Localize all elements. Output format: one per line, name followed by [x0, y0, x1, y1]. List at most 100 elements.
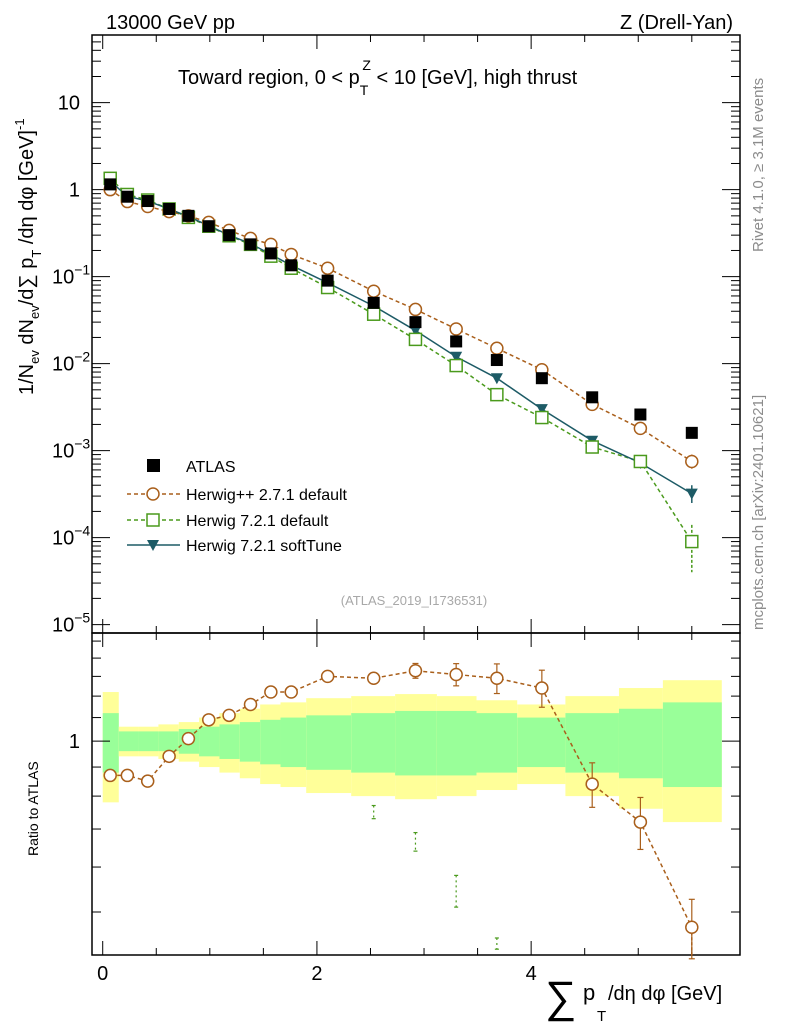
title-superscript: Z: [362, 57, 371, 73]
ratio-hpp-point: [685, 920, 699, 935]
ratio-hpp-point: [201, 713, 216, 727]
y-tick-label: 10: [58, 93, 80, 115]
atlas-point: [490, 354, 503, 367]
y-tick-base: 10: [52, 267, 74, 289]
soft-point: [535, 404, 548, 416]
hpp-point: [320, 261, 335, 275]
ratio-hpp-point: [366, 671, 381, 686]
band-inner-bin: [395, 710, 437, 776]
atlas-point: [202, 220, 215, 233]
ylabel-part-3: /d∑ p: [16, 258, 38, 306]
atlas-point: [104, 178, 117, 191]
ylabel-sub-2: ev: [27, 305, 42, 319]
h721-point: [408, 332, 423, 347]
y-tick-exponent: −1: [74, 262, 90, 278]
atlas-point: [685, 426, 698, 439]
title-subscript: T: [360, 82, 369, 98]
hpp-point: [490, 341, 504, 356]
legend-hpp-label: Herwig++ 2.7.1 default: [186, 487, 348, 504]
band-inner-bin: [102, 713, 119, 773]
soft-point: [490, 373, 503, 385]
ratio-uncertainty-bands: [102, 680, 722, 823]
band-inner-bin: [239, 722, 261, 762]
y-tick-base: 10: [52, 354, 74, 376]
x-label-rest: /dη dφ [GeV]: [608, 983, 722, 1005]
y-tick-exponent: −4: [74, 523, 90, 539]
ratio-hpp-point: [633, 815, 648, 829]
ratio-hpp-point: [535, 681, 549, 695]
y-tick-exponent: −5: [74, 610, 90, 626]
x-axis-label: ∑ p T /dη dφ [GeV]: [545, 973, 722, 1024]
y-tick-label: 10−5: [52, 610, 90, 637]
process-label: Z (Drell-Yan): [620, 12, 733, 34]
ratio-hpp-point: [162, 749, 176, 764]
ratio-hpp-point: [490, 671, 504, 686]
band-inner-bin: [280, 717, 307, 768]
soft-point: [450, 351, 463, 363]
hpp-point: [633, 421, 648, 436]
h721-point: [685, 534, 699, 549]
ylabel-sub-1: ev: [27, 350, 42, 364]
y-tick-exponent: −3: [74, 436, 90, 452]
legend-atlas-label: ATLAS: [186, 459, 236, 476]
y-tick-label: 10−3: [52, 436, 90, 463]
atlas-point: [285, 259, 298, 272]
atlas-point: [409, 316, 422, 329]
ylabel-part-2: dN: [16, 319, 38, 350]
legend-hpp-marker: [146, 487, 160, 501]
atlas-point: [321, 274, 334, 287]
ylabel-part-4: /dη dφ [GeV]: [16, 130, 38, 250]
atlas-point: [163, 202, 176, 215]
ylabel-sup: -1: [12, 118, 27, 130]
ratio-hpp-point: [284, 685, 298, 699]
y-tick-label: 10−1: [52, 262, 90, 289]
x-tick-label: 2: [311, 963, 322, 985]
hpp-point: [284, 247, 298, 262]
y-tick-base: 10: [52, 528, 74, 550]
h721-point: [366, 307, 381, 321]
soft-line: [109, 180, 693, 495]
rivet-label: Rivet 4.1.0, ≥ 3.1M events: [750, 78, 767, 252]
band-inner-bin: [158, 731, 179, 752]
analysis-label: (ATLAS_2019_I1736531): [341, 593, 487, 608]
ratio-hpp-point: [103, 768, 117, 783]
hpp-point: [408, 302, 423, 317]
ratio-plot-frame: [91, 632, 741, 956]
band-inner-bin: [517, 717, 566, 768]
title-rest: < 10 [GeV], high thrust: [371, 67, 578, 89]
band-inner-bin: [662, 702, 722, 788]
h721-point: [490, 387, 504, 402]
atlas-point: [535, 372, 548, 385]
legend-h721-marker: [146, 513, 160, 527]
x-tick-label: 0: [97, 963, 108, 985]
ratio-hpp-point: [120, 768, 135, 783]
soft-point: [409, 325, 422, 337]
y-tick-exponent: −2: [74, 349, 90, 365]
band-inner-bin: [351, 713, 396, 773]
h721-point: [633, 454, 648, 469]
atlas-point: [121, 190, 134, 203]
soft-point: [685, 488, 698, 500]
h721-point: [449, 358, 463, 373]
legend-soft-label: Herwig 7.2.1 softTune: [186, 538, 342, 555]
hpp-point: [449, 322, 463, 336]
axis-ticks: [92, 34, 740, 955]
band-inner-bin: [199, 726, 220, 757]
x-label-p: p: [583, 980, 595, 1005]
ratio-series: [103, 662, 699, 960]
band-inner-bin: [219, 724, 240, 759]
ratio-hpp-point: [181, 731, 196, 746]
h721-point: [585, 440, 599, 454]
y-tick-label: 1: [69, 180, 80, 202]
ylabel-sub-3: T: [29, 250, 44, 258]
band-inner-bin: [260, 719, 281, 765]
ratio-hpp-point: [320, 669, 335, 684]
ratio-hpp-point: [243, 697, 258, 712]
band-inner-bin: [138, 731, 159, 752]
legend: ATLAS Herwig++ 2.7.1 default Herwig 7.2.…: [127, 459, 348, 555]
y-tick-base: 10: [52, 441, 74, 463]
ratio-y-tick-label: 1: [69, 731, 80, 753]
ratio-y-axis-label: Ratio to ATLAS: [25, 761, 41, 856]
